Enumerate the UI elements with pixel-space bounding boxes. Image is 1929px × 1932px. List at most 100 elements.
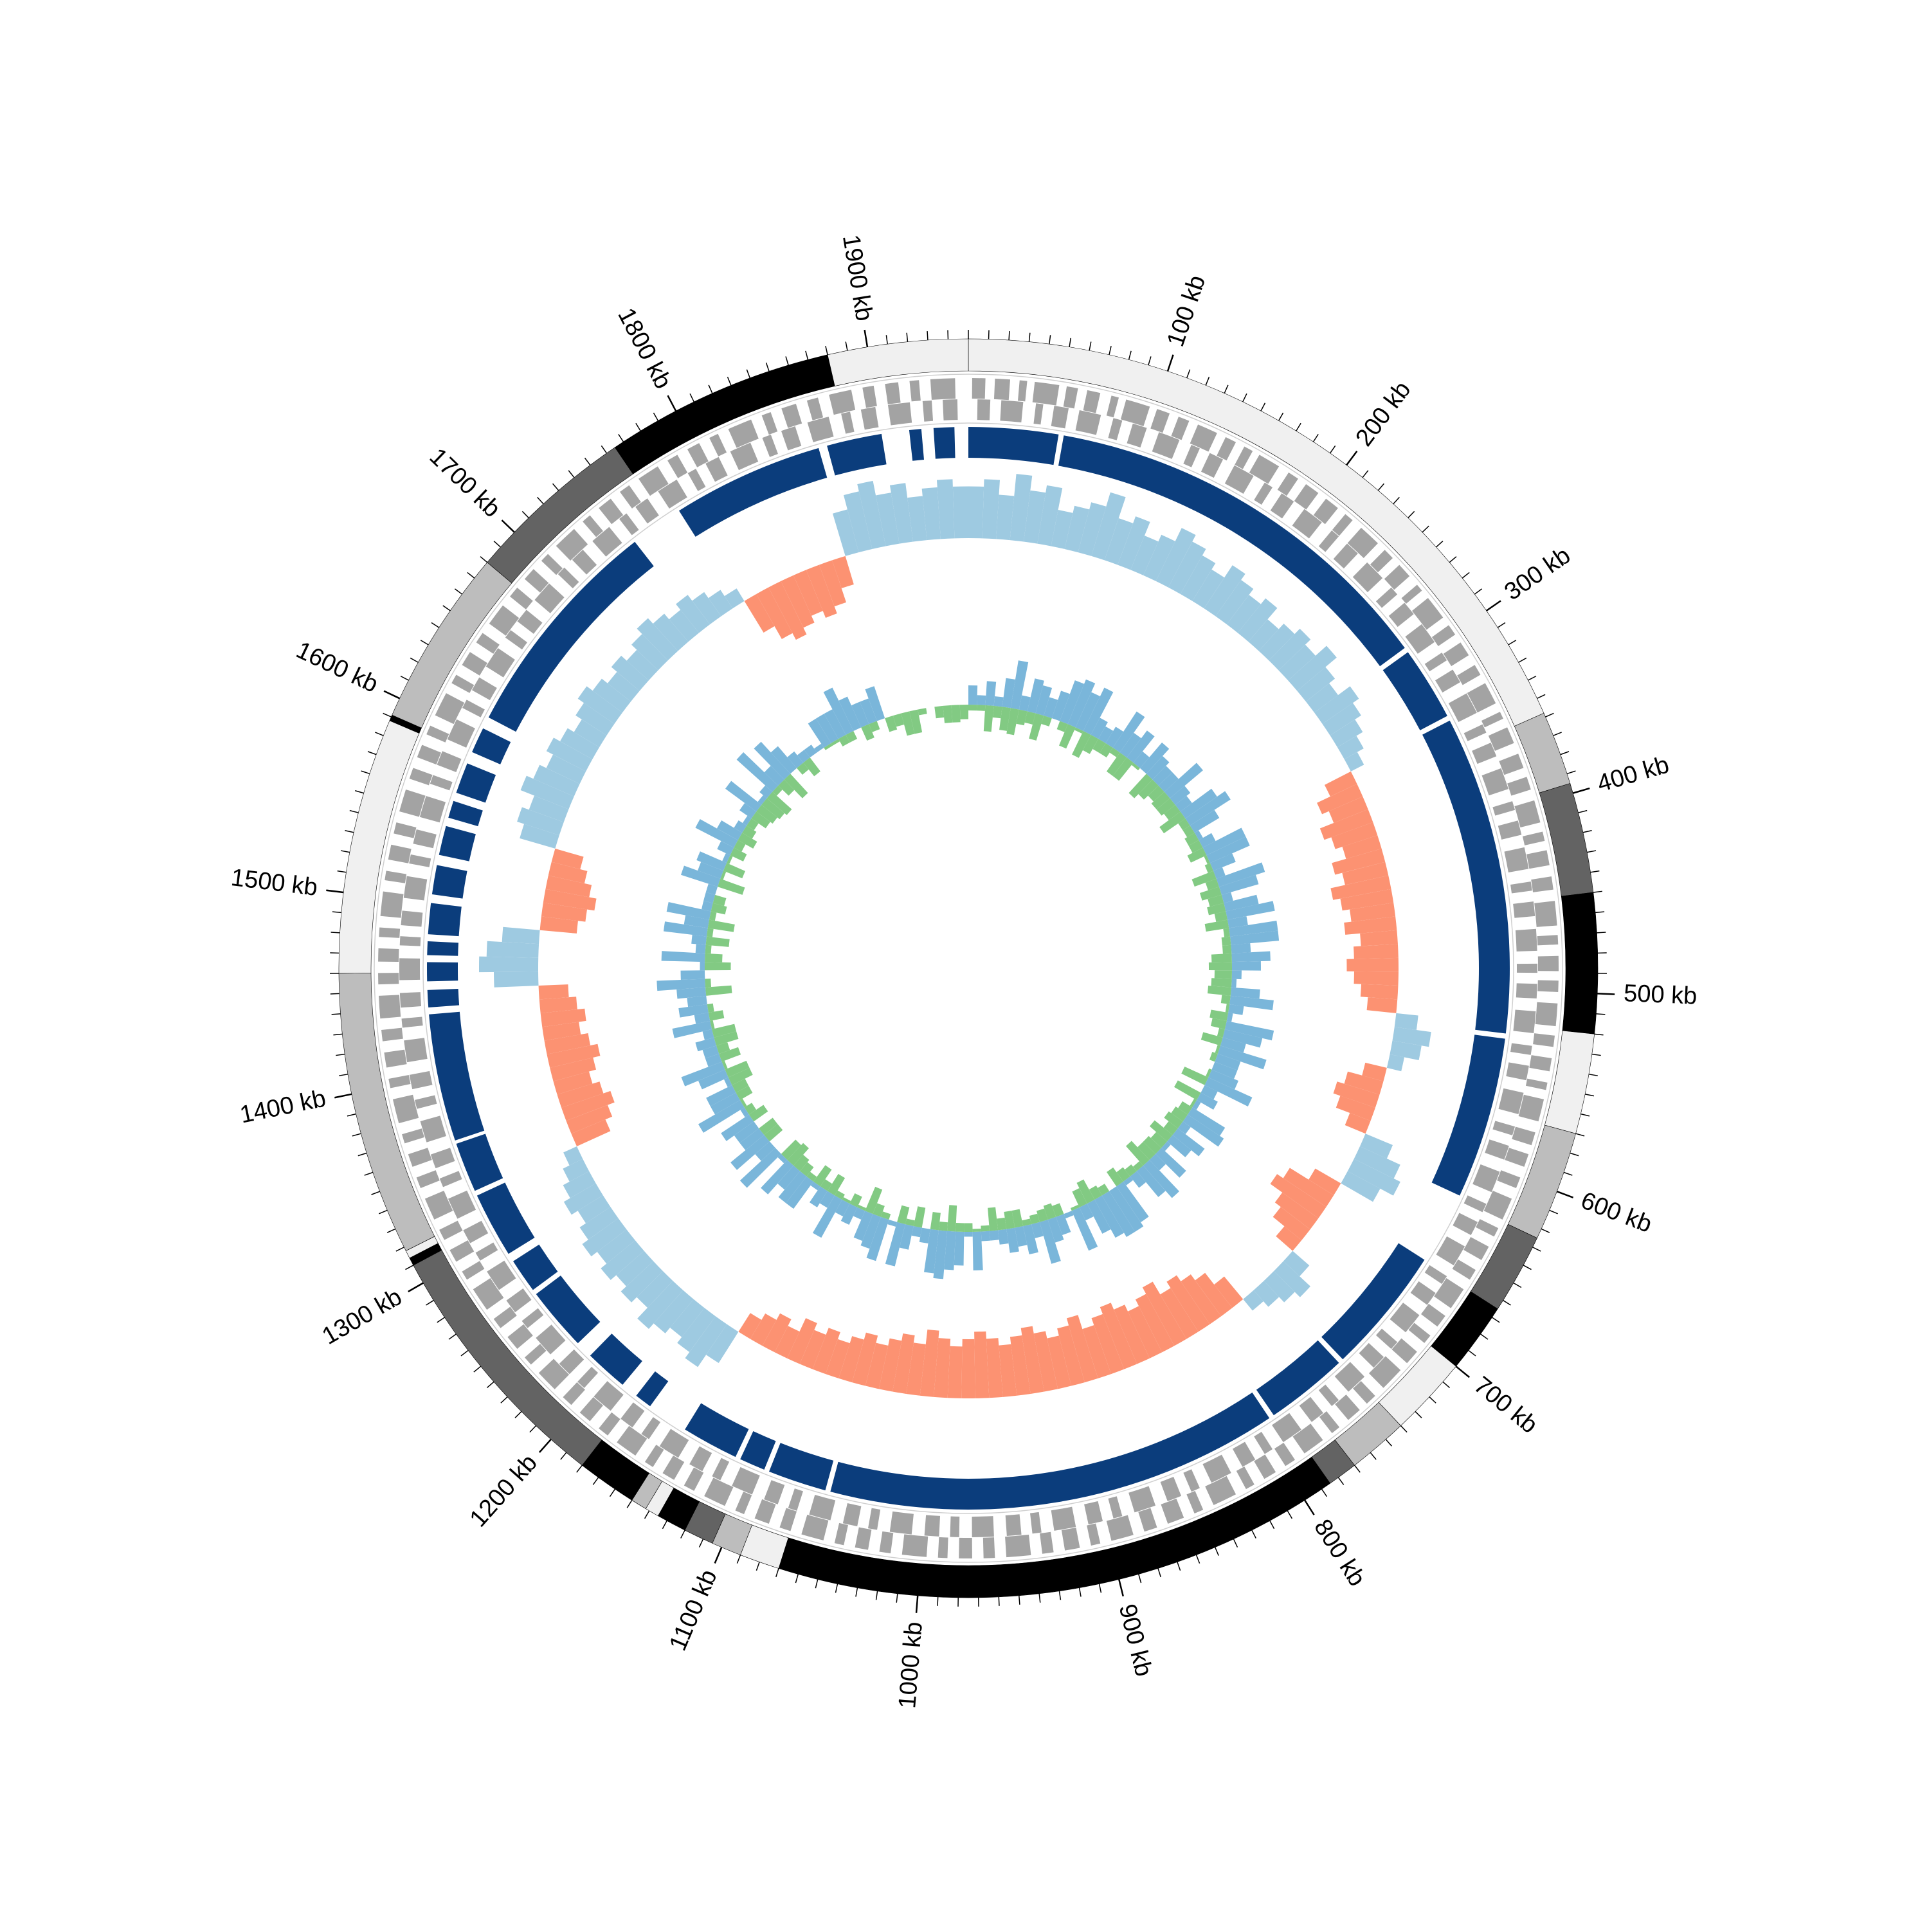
inner-bar [700,962,705,970]
inner-bar [981,1225,990,1232]
gene [1513,901,1535,918]
gene [923,401,933,422]
gene [959,1538,972,1558]
block [428,989,459,1007]
gene [1516,983,1537,998]
gene [1516,929,1537,952]
inner-bar [707,928,714,937]
gene [1513,1010,1535,1033]
gene [378,973,399,984]
gene [950,1517,959,1537]
skew-bar [1346,958,1399,972]
gene [404,1038,428,1062]
gene [888,402,912,426]
inner-bar [997,1218,1006,1231]
inner-bar [968,685,977,705]
inner-bar [1221,995,1231,1004]
gene [1005,1535,1031,1557]
minor-tick [332,1014,341,1015]
gene [378,948,399,962]
inner-bar [994,696,1004,707]
skew-bar [1354,944,1399,959]
block [427,962,458,982]
gene [972,378,986,399]
block [427,941,458,956]
inner-bar [973,1229,981,1232]
inner-bar [705,962,731,970]
inner-bar [1223,928,1230,937]
gene [938,1537,948,1558]
minor-tick [331,932,340,933]
gene [1006,1514,1022,1536]
gene [902,1534,928,1557]
gene [1535,1002,1558,1026]
inner-bar [977,695,986,705]
gene [379,927,400,937]
inner-bar [1222,937,1231,946]
minor-tick [1597,932,1606,933]
skew-bar [968,487,984,539]
gene [994,379,1010,400]
block [432,865,467,899]
inner-bar [1209,962,1232,970]
inner-bar [1222,945,1231,954]
inner-bar [968,705,977,710]
skew-bar [961,1339,975,1398]
gene [983,1537,995,1558]
inner-bar [934,706,944,718]
gene [977,399,990,420]
gene [1538,956,1559,971]
gene [379,995,401,1018]
gene [943,399,957,420]
skew-bar [1354,971,1399,986]
inner-bar [990,1230,999,1240]
contig [1561,892,1598,1034]
inner-bar [964,1223,972,1232]
gene [925,1515,940,1536]
gene [1033,382,1060,406]
inner-bar [1215,970,1232,979]
inner-bar [943,705,952,723]
gene [1504,847,1528,872]
inner-bar [1211,978,1232,987]
gene [930,378,955,400]
minor-tick [937,1597,938,1606]
inner-bar [1231,979,1236,988]
gene [972,1516,994,1537]
minor-tick [331,993,340,994]
skew-bar [494,971,539,987]
inner-bar [939,1222,948,1231]
skew-bar [539,984,569,999]
gene [1051,1507,1076,1531]
gene [1537,935,1559,945]
inner-bar [981,1231,990,1241]
inner-bar [1232,961,1261,971]
gene [1517,964,1537,973]
inner-bar [964,1232,972,1237]
skew-bar [487,941,539,958]
minor-tick [1596,1014,1605,1015]
inner-bar [977,705,985,711]
block [934,427,955,458]
tick-label: 500 kb [1623,980,1698,1010]
minor-tick [1009,331,1010,340]
inner-bar [954,1232,964,1266]
inner-bar [681,970,705,980]
inner-bar [696,944,706,953]
gene [400,992,421,1007]
skew-bar [479,957,538,973]
inner-bar [960,705,968,719]
inner-bar [1231,943,1251,953]
inner-bar [705,945,712,954]
gene [1534,901,1557,927]
inner-bar [1232,970,1242,979]
inner-bar [1211,953,1232,962]
inner-bar [952,705,961,723]
skew-bar [1361,984,1399,1000]
inner-bar [705,953,722,962]
gene [399,958,420,980]
inner-bar [955,1223,964,1232]
